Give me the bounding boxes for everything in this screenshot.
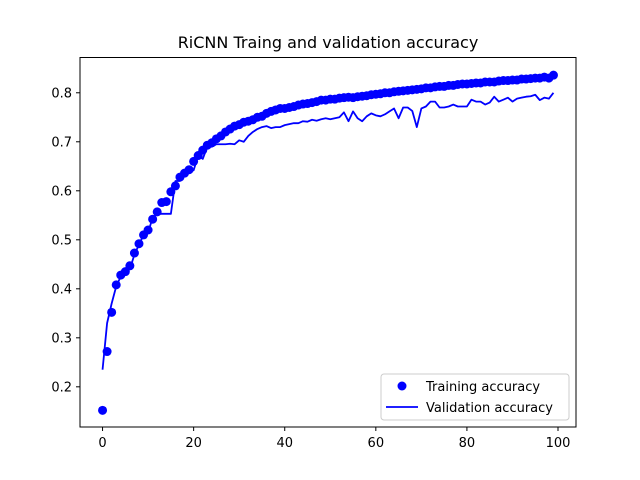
legend-box [380, 373, 570, 421]
training-point [161, 197, 171, 207]
plot-area [98, 70, 558, 415]
axes: 0 20 40 60 80 100 0.2 0.3 0.4 0.5 0.6 0.7 0.8 [51, 86, 570, 451]
y-tick-label: 0.7 [51, 135, 72, 150]
y-tick-label: 0.6 [51, 184, 72, 199]
x-tick-label: 20 [185, 436, 202, 451]
legend-marker-training [397, 381, 407, 391]
series-line-validation [101, 92, 555, 370]
y-tick-label: 0.3 [51, 331, 72, 346]
x-tick-label: 80 [459, 436, 476, 451]
y-tick-label: 0.4 [51, 282, 72, 297]
x-tick-label: 40 [276, 436, 293, 451]
chart-title: RiCNN Traing and validation accuracy [178, 33, 479, 52]
x-tick-label: 0 [98, 436, 106, 451]
legend-label-validation: Validation accuracy [426, 401, 553, 416]
y-tick-label: 0.2 [51, 380, 72, 395]
x-tick-label: 60 [368, 436, 385, 451]
legend-label-training: Training accuracy [425, 380, 540, 395]
y-tick-label: 0.8 [51, 86, 72, 101]
x-tick-label: 100 [546, 436, 571, 451]
training-point [98, 405, 108, 415]
training-point [152, 207, 162, 217]
legend: Training accuracy Validation accuracy [380, 373, 570, 421]
plot-frame [79, 57, 577, 428]
y-tick-label: 0.5 [51, 233, 72, 248]
training-point [548, 70, 558, 80]
